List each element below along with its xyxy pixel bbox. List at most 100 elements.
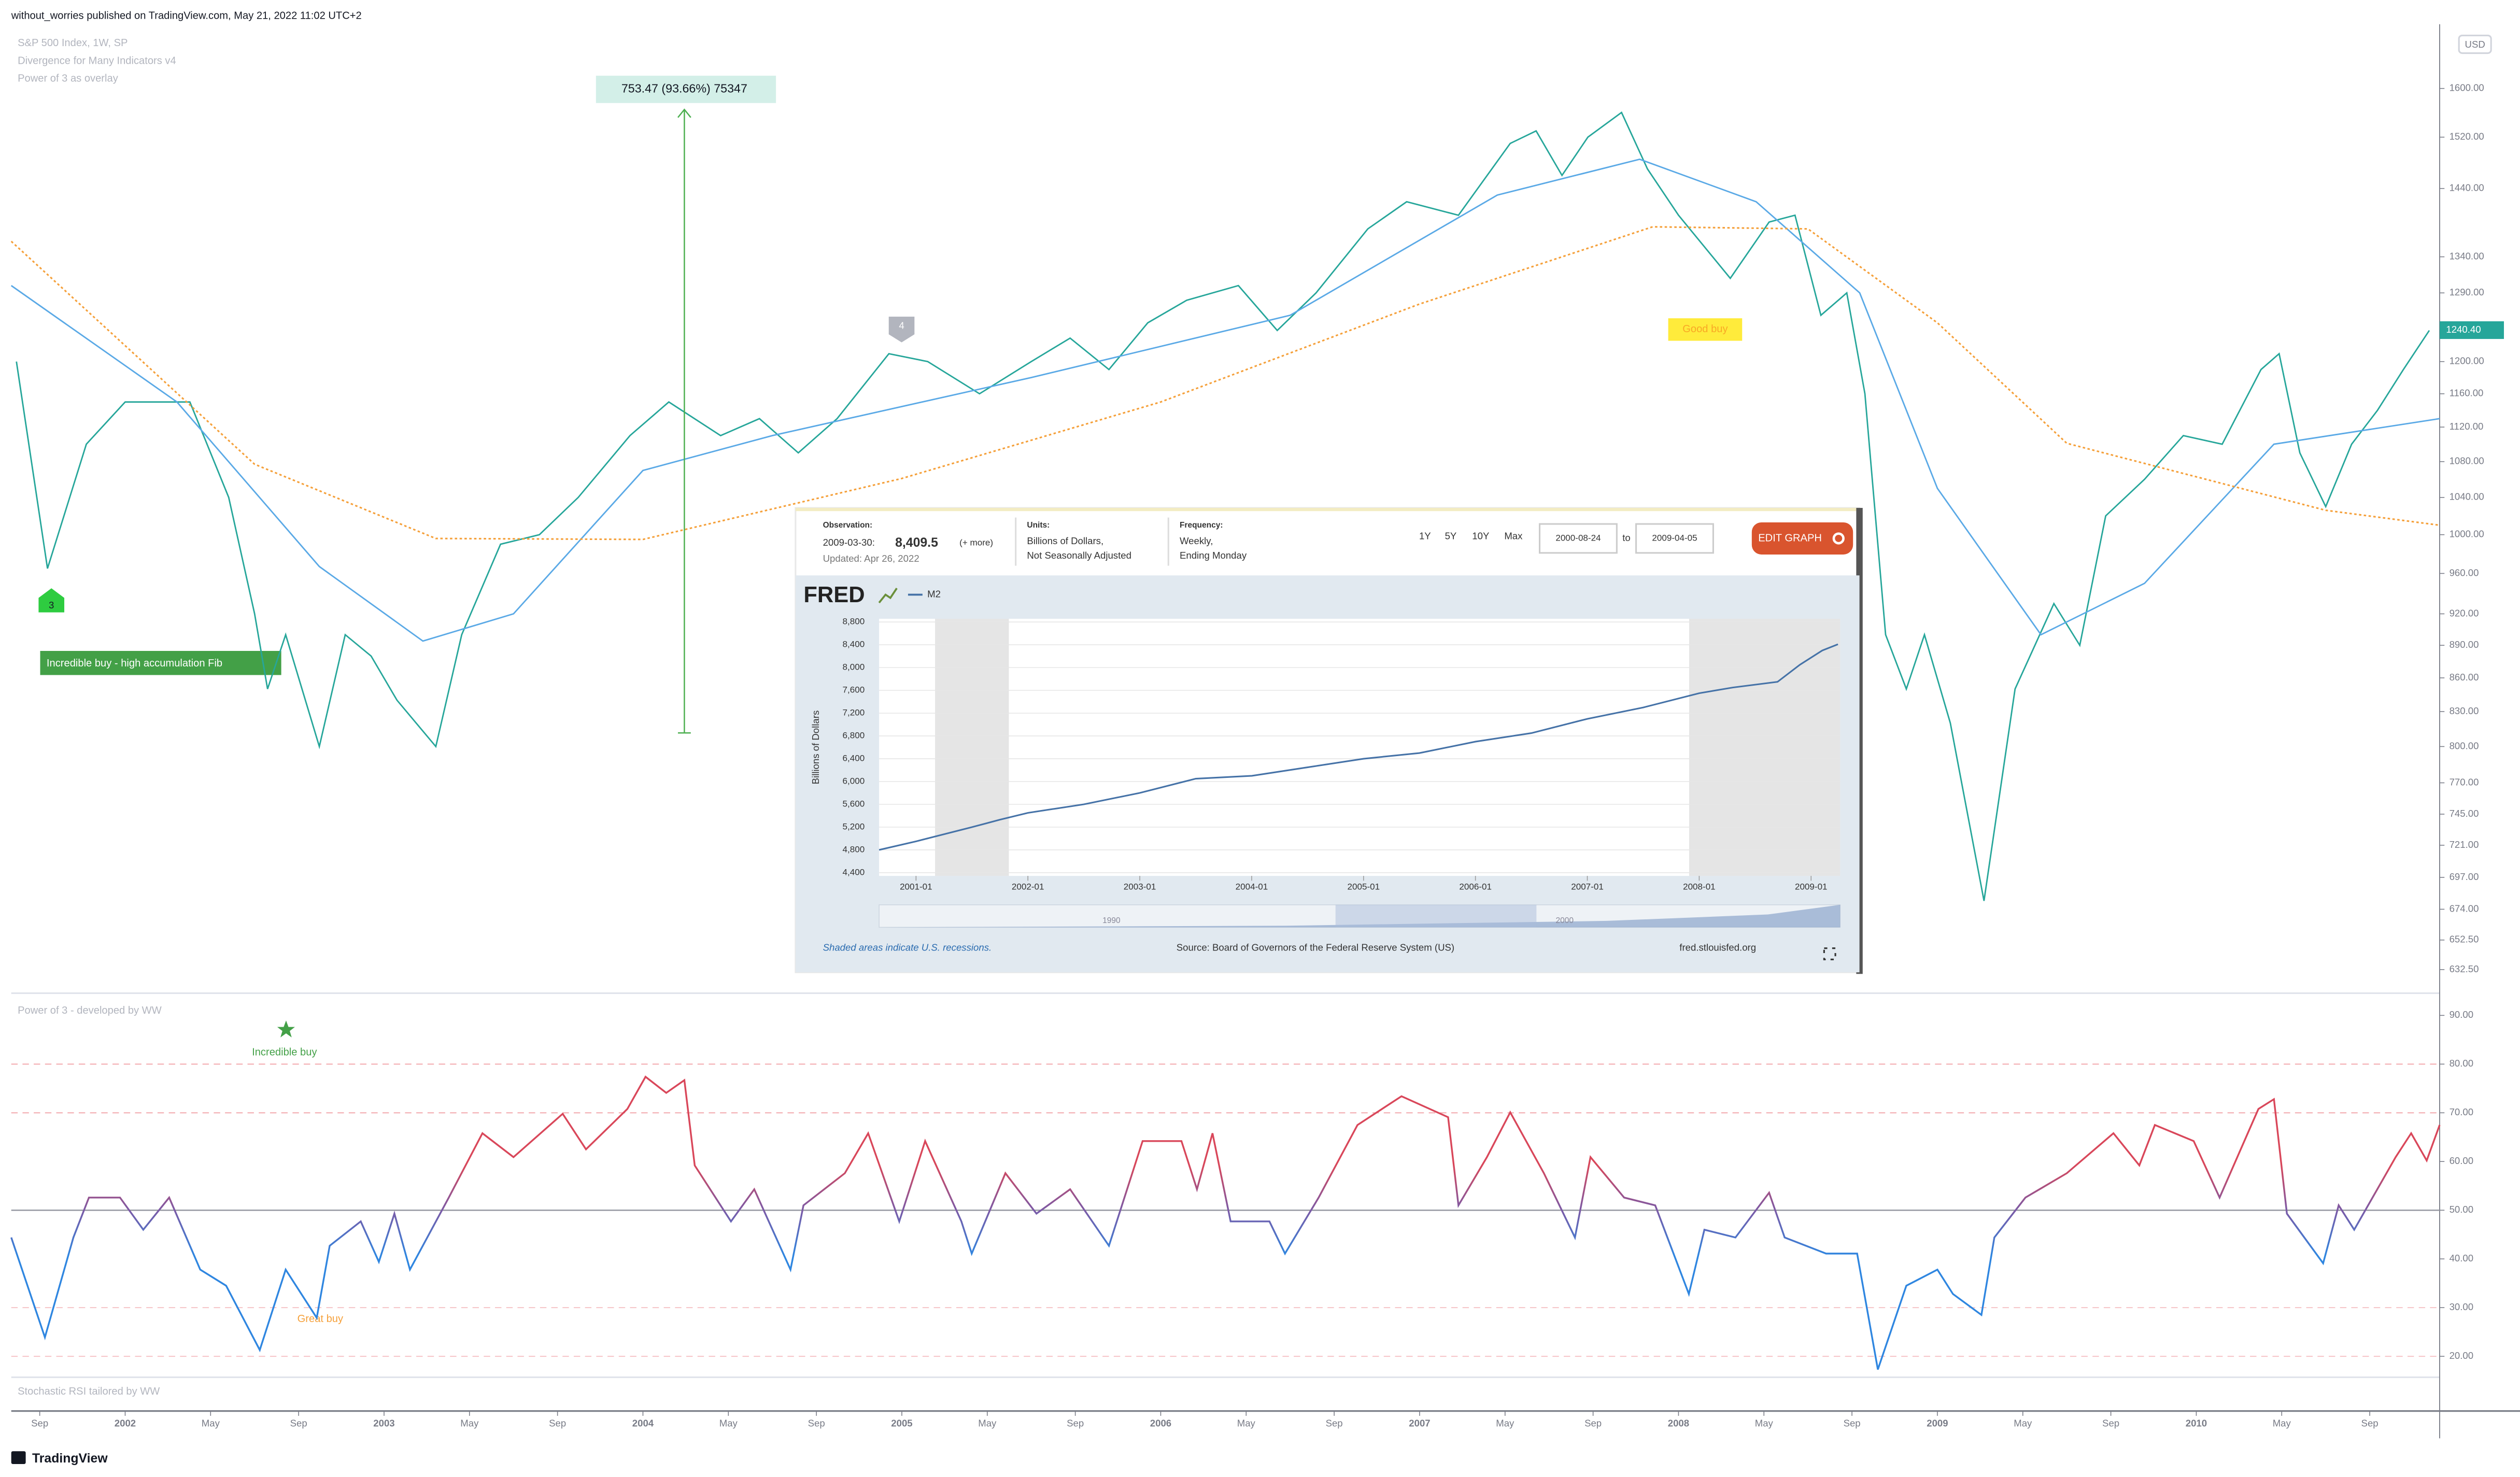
- y-tick-label: 7,200: [843, 708, 865, 718]
- x-tick-label: 2009-01: [1795, 882, 1828, 891]
- currency-box[interactable]: [2458, 34, 2492, 54]
- x-tick-label: May: [2273, 1417, 2291, 1428]
- y-tick-label: 8,000: [843, 662, 865, 672]
- x-tick-label: May: [719, 1417, 738, 1428]
- price-line: [16, 111, 2430, 901]
- marker-label: 4: [899, 320, 904, 331]
- x-tick-label: 2004: [632, 1417, 654, 1428]
- y-tick-label: 1290.00: [2450, 287, 2484, 297]
- fred-updated: Updated: Apr 26, 2022: [823, 553, 919, 564]
- fred-date: 2009-03-30:: [823, 537, 875, 548]
- x-tick-label: Sep: [2102, 1417, 2119, 1428]
- last-price-label: 1240.40: [2446, 324, 2481, 335]
- y-tick-label: 1040.00: [2450, 491, 2484, 502]
- x-tick-label: 2003-01: [1124, 882, 1156, 891]
- range-button[interactable]: 10Y: [1472, 531, 1489, 542]
- y-tick-label: 70.00: [2450, 1106, 2474, 1117]
- x-tick-label: 2002-01: [1012, 882, 1044, 891]
- y-tick-label: 1340.00: [2450, 250, 2484, 261]
- navigator-area: [879, 904, 1841, 928]
- fred-logo: FRED: [803, 583, 865, 607]
- x-tick-label: May: [202, 1417, 220, 1428]
- last-price-badge: [2439, 321, 2504, 339]
- y-tick-label: 890.00: [2450, 639, 2479, 650]
- recession-note: Shaded areas indicate U.S. recessions.: [823, 942, 992, 953]
- source: Source: Board of Governors of the Federa…: [1177, 942, 1454, 953]
- x-tick-label: Sep: [31, 1417, 48, 1428]
- x-tick-label: Sep: [1584, 1417, 1602, 1428]
- y-tick-label: 920.00: [2450, 607, 2479, 618]
- x-tick-label: 2006: [1150, 1417, 1171, 1428]
- fred-inset: Observation: 2009-03-30: 8,409.5 (+ more…: [795, 507, 1863, 974]
- url[interactable]: fred.stlouisfed.org: [1679, 942, 1756, 953]
- y-tick-label: 800.00: [2450, 740, 2479, 751]
- y-tick-label: 40.00: [2450, 1253, 2474, 1263]
- y-tick-label: 5,200: [843, 821, 865, 831]
- measure-box: [596, 76, 776, 103]
- x-tick-label: Sep: [290, 1417, 307, 1428]
- fred-frequency: Ending Monday: [1180, 550, 1247, 561]
- fred-frequency: Weekly,: [1180, 535, 1213, 546]
- annotation-box: [1668, 318, 1743, 341]
- range-button[interactable]: 1Y: [1419, 531, 1431, 542]
- gear-icon: [1832, 532, 1845, 545]
- y-tick-label: 674.00: [2450, 903, 2479, 914]
- date-to-label: to: [1622, 532, 1631, 543]
- range-button[interactable]: Max: [1504, 531, 1523, 542]
- annotation: Incredible buy - high accumulation Fib: [47, 658, 222, 669]
- fred-plot: 4,400 4,800 5,200 5,600 6,000 6,400 6,800 7,200…: [810, 617, 1841, 891]
- navigator-window[interactable]: [1335, 904, 1537, 928]
- legend-label: M2: [927, 588, 941, 599]
- oscillator: Power of 3 - developed by WW Incredible …: [10, 1005, 2441, 1397]
- y-tick-label: 632.50: [2450, 963, 2479, 974]
- x-tick-label: 2002: [115, 1417, 136, 1428]
- x-tick-label: 2005-01: [1348, 882, 1380, 891]
- y-tick-label: 960.00: [2450, 567, 2479, 578]
- y-tick-label: 1000.00: [2450, 529, 2484, 539]
- date-input[interactable]: [1538, 523, 1618, 554]
- edit-graph-button[interactable]: [1751, 522, 1853, 555]
- y-tick-label: 1520.00: [2450, 131, 2484, 142]
- fullscreen-icon[interactable]: [1823, 947, 1836, 960]
- x-tick-label: 2004-01: [1236, 882, 1268, 891]
- fred-more[interactable]: (+ more): [959, 538, 993, 548]
- y-tick-label: 30.00: [2450, 1301, 2474, 1312]
- indicator: Divergence for Many Indicators v4: [18, 55, 176, 66]
- fred-label: Frequency:: [1180, 521, 1223, 530]
- y-tick-label: 1160.00: [2450, 388, 2484, 399]
- x-tick-label: 2006-01: [1459, 882, 1492, 891]
- indicator-title: Stochastic RSI tailored by WW: [18, 1386, 160, 1397]
- x-tick-label: May: [1237, 1417, 1256, 1428]
- y-tick-label: 1200.00: [2450, 356, 2484, 366]
- y-tick-label: 770.00: [2450, 776, 2479, 787]
- y-tick-label: 60.00: [2450, 1155, 2474, 1166]
- x-tick-label: 2009: [1927, 1417, 1948, 1428]
- x-tick-label: Sep: [1326, 1417, 1343, 1428]
- x-tick-label: 2005: [891, 1417, 912, 1428]
- brand: TradingView: [32, 1452, 108, 1466]
- y-tick-label: 50.00: [2450, 1204, 2474, 1215]
- x-tick-label: 2008-01: [1683, 882, 1716, 891]
- y-tick-label: 8,400: [843, 640, 865, 649]
- measure-arrow: [677, 108, 691, 118]
- x-tick-label: 2007: [1409, 1417, 1430, 1428]
- marker-label: 3: [49, 600, 54, 610]
- y-tick-label: 652.50: [2450, 934, 2479, 945]
- y-tick-label: 4,800: [843, 844, 865, 854]
- y-tick-label: 7,600: [843, 685, 865, 695]
- x-tick-label: May: [1496, 1417, 1514, 1428]
- date-input[interactable]: [1635, 523, 1714, 554]
- plot-area: [879, 618, 1841, 876]
- y-tick-label: 860.00: [2450, 672, 2479, 683]
- range-button[interactable]: 5Y: [1445, 531, 1457, 542]
- marker: [888, 317, 915, 343]
- x-tick-label: 2001-01: [900, 882, 932, 891]
- y-tick-label: 90.00: [2450, 1009, 2474, 1020]
- fred-logo-icon: [878, 588, 898, 604]
- recession-band: [935, 618, 1009, 876]
- annotation: Incredible buy: [252, 1047, 317, 1058]
- price-chart: 3 4 Incredible buy - high accumulation F…: [10, 76, 2440, 901]
- y-tick-label: 80.00: [2450, 1058, 2474, 1069]
- y-tick-label: 20.00: [2450, 1350, 2474, 1361]
